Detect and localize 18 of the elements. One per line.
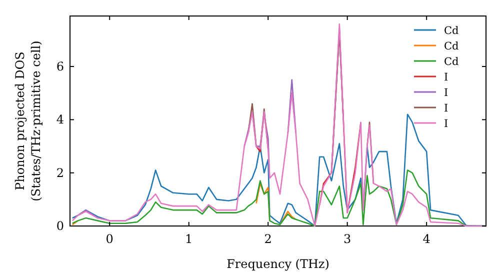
x-tick-label: 3 (344, 232, 352, 246)
legend-label: Cd (444, 56, 460, 68)
legend-label: I (444, 87, 448, 99)
x-axis-title: Frequency (THz) (226, 257, 330, 271)
x-tick-label: 0 (106, 232, 114, 246)
x-tick-label: 4 (422, 232, 431, 246)
y-tick-label: 4 (56, 112, 64, 127)
y-tick-label: 2 (56, 166, 64, 180)
legend-label: I (444, 102, 448, 114)
legend-label: Cd (444, 40, 460, 52)
legend-label: I (444, 118, 448, 130)
legend-label: Cd (444, 25, 460, 37)
y-tick-label: 6 (56, 60, 64, 74)
legend-label: I (444, 72, 448, 84)
x-tick-label: 1 (185, 232, 193, 246)
y-tick-label: 0 (56, 219, 64, 233)
x-tick-label: 2 (264, 232, 272, 246)
y-axis-title: Phonon projected DOS (States/THz·primitive cell) (13, 40, 43, 202)
